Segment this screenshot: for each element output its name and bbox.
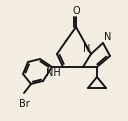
Text: O: O: [72, 7, 80, 16]
Text: N: N: [104, 33, 111, 42]
Text: NH: NH: [46, 68, 61, 78]
Text: Br: Br: [19, 99, 29, 109]
Text: N: N: [83, 44, 90, 53]
